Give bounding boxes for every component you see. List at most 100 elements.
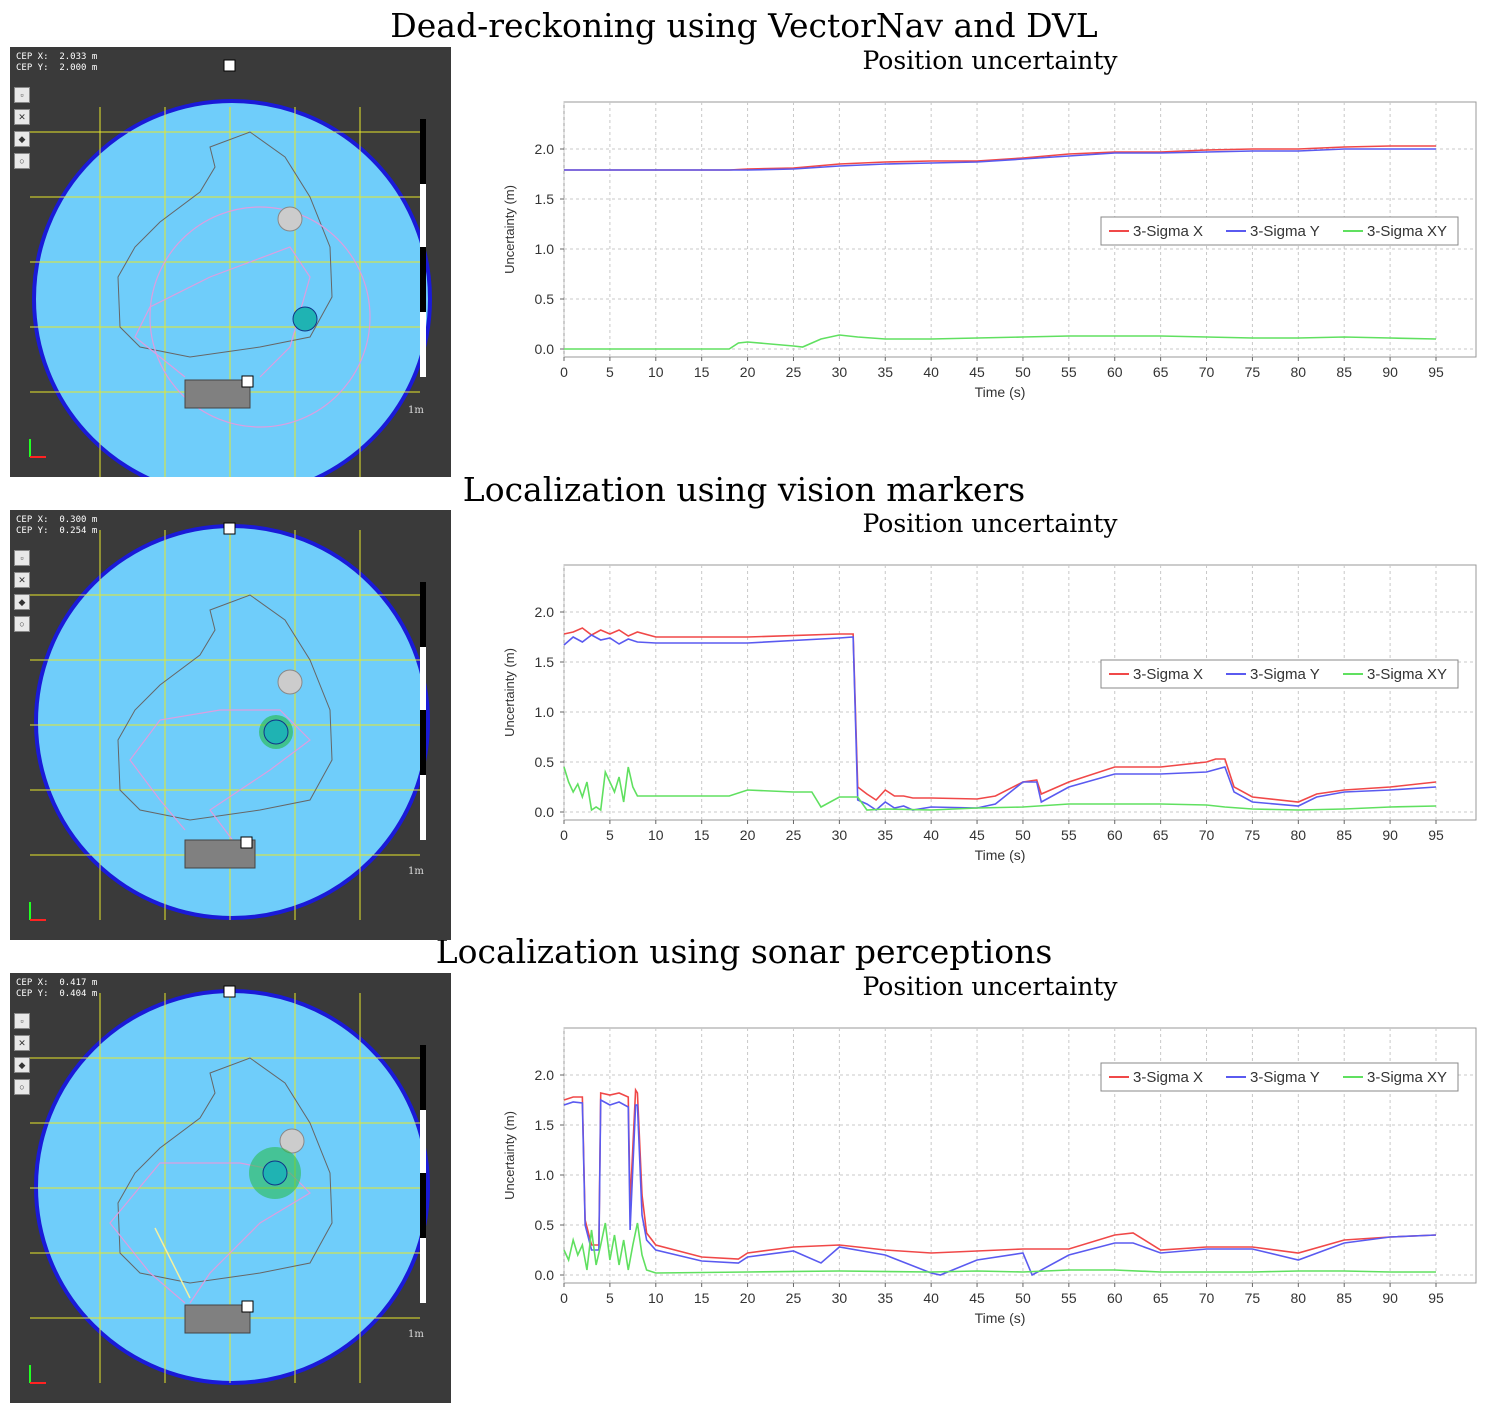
legend-label: 3-Sigma X [1133,223,1203,240]
y-tick-label: 1.5 [535,654,555,670]
trajectory-loop [149,206,371,428]
layer-icon[interactable]: ◆ [14,131,30,147]
legend-label: 3-Sigma XY [1367,666,1447,683]
y-tick-label: 2.0 [535,1067,555,1083]
x-tick-label: 90 [1382,827,1398,843]
settings-icon[interactable]: ○ [14,1079,30,1095]
x-tick-label: 15 [694,827,710,843]
cep-x: CEP X: 2.033 m [16,52,98,62]
marker-dock [241,1300,254,1313]
x-tick-label: 20 [740,1290,756,1306]
marker-top [223,59,236,72]
x-tick-label: 70 [1199,827,1215,843]
x-tick-label: 25 [786,1290,802,1306]
cep-readout: CEP X: 0.300 m CEP Y: 0.254 m [16,515,97,537]
x-tick-label: 50 [1015,827,1031,843]
map-view-icon[interactable]: ▫ [14,1013,30,1029]
y-tick-label: 0.5 [535,1217,555,1233]
x-axis-label: Time (s) [975,1310,1026,1326]
section-title-dead-reckoning: Dead-reckoning using VectorNav and DVL [390,6,1098,45]
x-tick-label: 65 [1153,827,1169,843]
pool-outline-track [117,594,333,821]
x-tick-label: 45 [969,364,985,380]
vehicle-estimate [292,306,318,332]
y-tick-label: 0.0 [535,804,555,820]
legend-box [1100,659,1459,689]
x-tick-label: 80 [1291,827,1307,843]
x-tick-label: 15 [694,1290,710,1306]
settings-icon[interactable]: ○ [14,153,30,169]
x-tick-label: 25 [786,827,802,843]
depth-bar-mark [420,1173,426,1238]
y-tick-label: 1.5 [535,191,555,207]
y-tick-label: 1.5 [535,1117,555,1133]
series-line-3-sigma-y [564,148,1436,171]
layer-icon[interactable]: ◆ [14,1057,30,1073]
grid-lines [30,107,420,477]
y-tick-label: 0.5 [535,291,555,307]
legend-label: 3-Sigma XY [1367,1069,1447,1086]
map-panel-2: CEP X: 0.300 m CEP Y: 0.254 m ▫ ✕ ◆ ○ 1m [10,510,451,940]
settings-icon[interactable]: ○ [14,616,30,632]
axis-indicator [29,902,46,921]
y-axis-label: Uncertainty (m) [502,1111,517,1200]
map-view-icon[interactable]: ▫ [14,550,30,566]
x-tick-label: 30 [832,827,848,843]
legend-box [1100,1062,1459,1092]
legend-label: 3-Sigma Y [1250,666,1320,683]
tools-icon[interactable]: ✕ [14,572,30,588]
chart-title-2: Position uncertainty [862,509,1118,538]
x-tick-label: 10 [648,364,664,380]
cep-x: CEP X: 0.417 m [16,978,98,988]
scale-label: 1m [408,405,424,416]
depth-bar-fill [420,1045,426,1110]
dock-box [184,379,251,409]
x-tick-label: 60 [1107,827,1123,843]
trajectory [129,709,311,851]
reference-vehicle [277,206,303,232]
marker-dock [240,836,253,849]
vehicle-estimate [262,1160,288,1186]
x-axis-label: Time (s) [975,384,1026,400]
tools-icon[interactable]: ✕ [14,109,30,125]
x-tick-label: 50 [1015,364,1031,380]
x-tick-label: 10 [648,827,664,843]
y-tick-label: 2.0 [535,141,555,157]
map-canvas [29,985,430,1385]
tools-icon[interactable]: ✕ [14,1035,30,1051]
x-tick-label: 65 [1153,364,1169,380]
chart-title-1: Position uncertainty [862,46,1118,75]
series-line-3-sigma-y [563,1098,1437,1277]
uncertainty-chart-3: 0 5 10 15 20 25 30 35 40 45 50 55 60 65 70 75 80 85 90 95 0.… [502,1027,1477,1326]
x-tick-label: 90 [1382,1290,1398,1306]
map-canvas [29,59,432,477]
reference-vehicle [279,1128,305,1154]
legend-box [1100,216,1459,246]
y-tick-label: 1.0 [535,704,555,720]
x-tick-label: 85 [1336,364,1352,380]
x-tick-label: 0 [560,827,568,843]
layer-icon[interactable]: ◆ [14,594,30,610]
x-tick-label: 35 [877,364,893,380]
axis-indicator [29,439,46,458]
map-view-icon[interactable]: ▫ [14,87,30,103]
x-tick-label: 65 [1153,1290,1169,1306]
legend-label: 3-Sigma XY [1367,223,1447,240]
x-tick-label: 75 [1245,1290,1261,1306]
y-tick-label: 0.5 [535,754,555,770]
vehicle-estimate [263,719,289,745]
y-tick-label: 0.0 [535,341,555,357]
x-tick-label: 85 [1336,827,1352,843]
x-tick-label: 25 [786,364,802,380]
x-tick-label: 55 [1061,1290,1077,1306]
cep-readout: CEP X: 2.033 m CEP Y: 2.000 m [16,52,97,74]
pool-outline-track [117,1057,333,1284]
x-tick-label: 30 [832,364,848,380]
x-tick-label: 75 [1245,827,1261,843]
map-panel-3: CEP X: 0.417 m CEP Y: 0.404 m ▫ ✕ ◆ ○ 1m [10,973,451,1403]
x-tick-label: 20 [740,827,756,843]
series-line-3-sigma-y [563,634,1437,812]
map-panel-1: CEP X: 2.033 m CEP Y: 2.000 m ▫ ✕ ◆ ○ 1m [10,47,451,477]
x-tick-label: 95 [1428,364,1444,380]
legend-label: 3-Sigma Y [1250,1069,1320,1086]
